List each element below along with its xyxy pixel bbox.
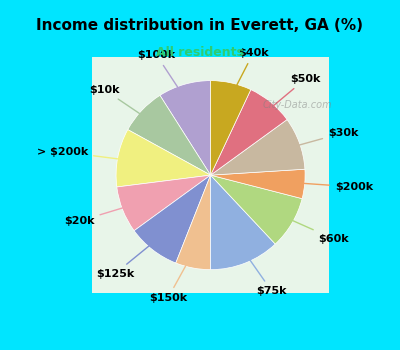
Bar — [92, 57, 329, 293]
Text: $150k: $150k — [149, 247, 196, 303]
Text: Income distribution in Everett, GA (%): Income distribution in Everett, GA (%) — [36, 18, 364, 33]
Text: $200k: $200k — [284, 182, 373, 192]
Text: $50k: $50k — [258, 74, 320, 119]
Wedge shape — [210, 80, 251, 175]
Wedge shape — [128, 95, 210, 175]
Text: > $200k: > $200k — [37, 147, 138, 161]
Text: $100k: $100k — [138, 50, 189, 105]
Text: $40k: $40k — [227, 48, 268, 104]
Text: City-Data.com: City-Data.com — [262, 99, 332, 110]
Wedge shape — [134, 175, 210, 263]
Wedge shape — [117, 175, 210, 231]
Text: $75k: $75k — [238, 243, 287, 296]
Wedge shape — [116, 130, 210, 187]
Text: All residents: All residents — [156, 46, 244, 58]
Text: $10k: $10k — [89, 85, 157, 125]
Wedge shape — [160, 80, 210, 175]
Wedge shape — [210, 169, 305, 199]
Text: $30k: $30k — [280, 128, 358, 150]
Wedge shape — [210, 120, 305, 175]
Wedge shape — [176, 175, 210, 270]
Wedge shape — [210, 90, 287, 175]
Wedge shape — [210, 175, 302, 244]
Text: $20k: $20k — [64, 202, 142, 226]
Text: $125k: $125k — [96, 233, 165, 279]
Text: $60k: $60k — [274, 212, 348, 244]
Wedge shape — [210, 175, 275, 270]
